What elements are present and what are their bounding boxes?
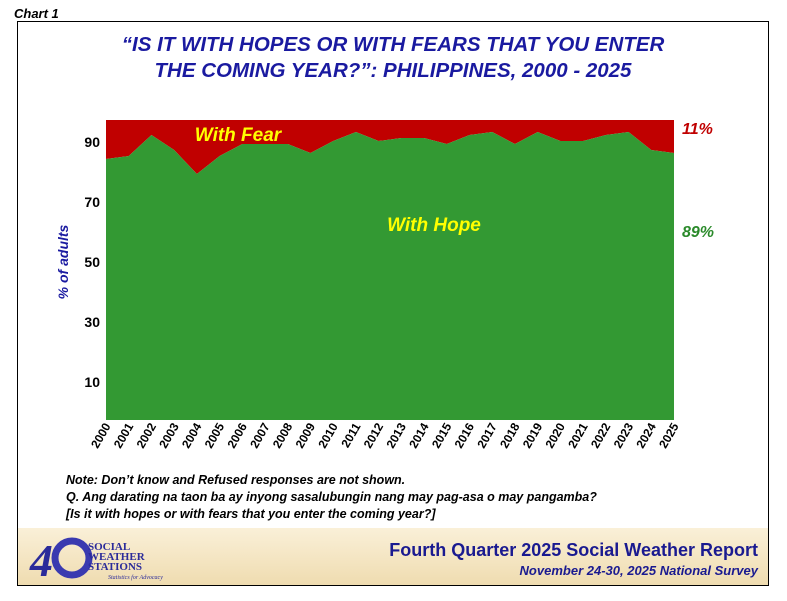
note-2: Q. Ang darating na taon ba ay inyong sas… — [66, 490, 597, 504]
svg-text:SOCIAL: SOCIAL — [88, 541, 130, 553]
x-tick-label: 2024 — [633, 420, 659, 450]
x-tick-label: 2016 — [452, 420, 478, 450]
x-tick-label: 2003 — [156, 420, 182, 450]
x-tick-label: 2012 — [361, 420, 387, 450]
x-tick-label: 2011 — [338, 420, 363, 450]
y-tick-label: 70 — [84, 194, 100, 210]
svg-text:WEATHER: WEATHER — [88, 551, 146, 563]
area-with-hope — [106, 132, 674, 420]
notes: Note: Don’t know and Refused responses a… — [66, 472, 597, 523]
series-label-hope: With Hope — [387, 215, 481, 236]
x-tick-label: 2019 — [520, 420, 546, 450]
y-tick-label: 90 — [84, 134, 100, 150]
end-label-fear: 11% — [682, 121, 713, 138]
x-tick-label: 2022 — [588, 420, 614, 450]
end-label-hope: 89% — [682, 224, 714, 241]
x-tick-label: 2017 — [474, 420, 500, 450]
x-tick-label: 2021 — [565, 420, 591, 450]
x-tick-label: 2014 — [406, 420, 432, 450]
x-tick-label: 2001 — [111, 420, 137, 450]
x-tick-label: 2010 — [315, 420, 341, 450]
survey-dates: November 24-30, 2025 National Survey — [519, 563, 758, 578]
x-tick-label: 2015 — [429, 420, 455, 450]
area-with-fear — [106, 120, 674, 174]
x-tick-label: 2008 — [270, 420, 296, 450]
svg-text:Statistics for Advocacy: Statistics for Advocacy — [108, 574, 163, 581]
title-line-2: THE COMING YEAR?”: PHILIPPINES, 2000 - 2… — [154, 59, 632, 82]
x-tick-label: 2004 — [179, 420, 205, 450]
x-tick-label: 2013 — [383, 420, 409, 450]
y-tick-label: 10 — [84, 374, 100, 390]
y-tick-label: 50 — [84, 254, 100, 270]
x-tick-label: 2002 — [134, 420, 160, 450]
x-tick-label: 2009 — [293, 420, 319, 450]
note-3: [Is it with hopes or with fears that you… — [66, 507, 436, 521]
report-title: Fourth Quarter 2025 Social Weather Repor… — [389, 540, 758, 560]
x-tick-label: 2005 — [202, 420, 228, 450]
title-line-1: “IS IT WITH HOPES OR WITH FEARS THAT YOU… — [121, 33, 665, 56]
chart-frame — [17, 21, 769, 586]
x-tick-label: 2025 — [656, 420, 682, 450]
series-label-fear: With Fear — [195, 125, 283, 146]
x-tick-label: 2007 — [247, 420, 273, 450]
x-tick-label: 2023 — [611, 420, 637, 450]
chart-label: Chart 1 — [14, 6, 59, 21]
y-tick-label: 30 — [84, 314, 100, 330]
footer: 4 SOCIAL WEATHER STATIONS Statistics for… — [18, 528, 768, 585]
note-1: Note: Don’t know and Refused responses a… — [66, 473, 406, 487]
svg-text:STATIONS: STATIONS — [88, 561, 142, 573]
y-axis-label: % of adults — [55, 224, 71, 299]
x-tick-label: 2000 — [88, 420, 114, 450]
x-tick-label: 2018 — [497, 420, 523, 450]
x-tick-label: 2020 — [543, 420, 569, 450]
area-chart: 1030507090200020012002200320042005200620… — [55, 120, 714, 451]
svg-text:4: 4 — [29, 535, 53, 582]
sws-logo: 4 SOCIAL WEATHER STATIONS Statistics for… — [29, 535, 163, 582]
chart-title: “IS IT WITH HOPES OR WITH FEARS THAT YOU… — [17, 32, 769, 84]
x-tick-label: 2006 — [224, 420, 250, 450]
